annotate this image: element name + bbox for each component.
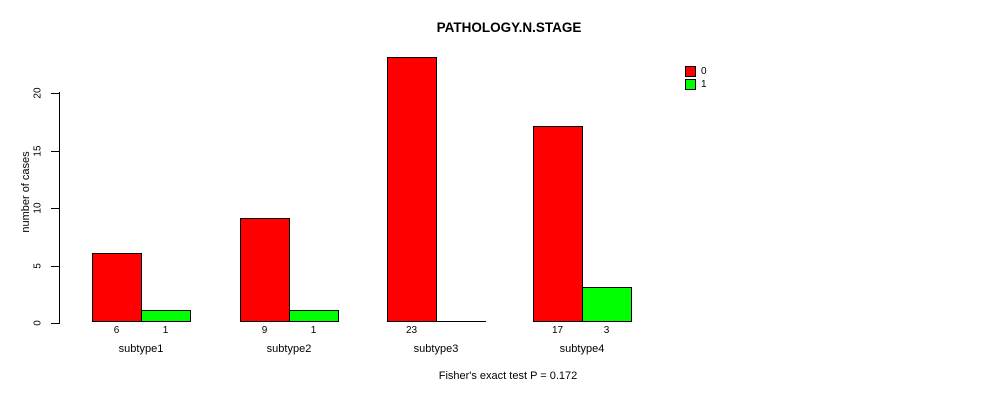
category-label-subtype3: subtype3	[413, 343, 459, 355]
legend-swatch-icon	[685, 66, 696, 77]
bar-subtype1-series-1	[141, 310, 191, 322]
legend-row: 0	[685, 65, 707, 78]
bar-subtype2-series-0	[240, 218, 290, 322]
legend-swatch-icon	[685, 79, 696, 90]
bar-value-label: 23	[405, 325, 418, 336]
bar-subtype1-series-0	[92, 253, 142, 322]
y-tick-mark	[51, 93, 60, 94]
y-tick-mark	[51, 266, 60, 267]
bar-value-label: 17	[551, 325, 564, 336]
bar-subtype2-series-1	[289, 310, 339, 322]
y-tick-label: 5	[32, 263, 44, 269]
bar-subtype3-series-0	[387, 57, 437, 322]
bar-subtype4-series-1	[582, 287, 632, 322]
bar-subtype3-series-1-zero	[436, 321, 486, 322]
category-label-subtype2: subtype2	[266, 343, 312, 355]
bar-subtype4-series-0	[533, 126, 583, 322]
bar-value-label: 1	[162, 325, 169, 336]
y-axis-line	[59, 92, 60, 323]
bar-value-label: 3	[603, 325, 610, 336]
y-tick-mark	[51, 151, 60, 152]
y-tick-label: 20	[32, 87, 44, 99]
bar-value-label: 9	[261, 325, 268, 336]
y-tick-label: 0	[32, 320, 44, 326]
y-axis-label: number of cases	[20, 151, 32, 233]
y-tick-label: 15	[32, 145, 44, 157]
chart-title: PATHOLOGY.N.STAGE	[436, 20, 582, 35]
y-tick-mark	[51, 208, 60, 209]
caption: Fisher's exact test P = 0.172	[438, 370, 578, 382]
y-tick-label: 10	[32, 202, 44, 214]
bar-value-label: 6	[113, 325, 120, 336]
y-tick-mark	[51, 323, 60, 324]
category-label-subtype4: subtype4	[559, 343, 605, 355]
legend-row: 1	[685, 78, 707, 91]
category-label-subtype1: subtype1	[118, 343, 164, 355]
legend-label: 1	[701, 79, 707, 90]
legend-label: 0	[701, 66, 707, 77]
bar-value-label: 1	[310, 325, 317, 336]
